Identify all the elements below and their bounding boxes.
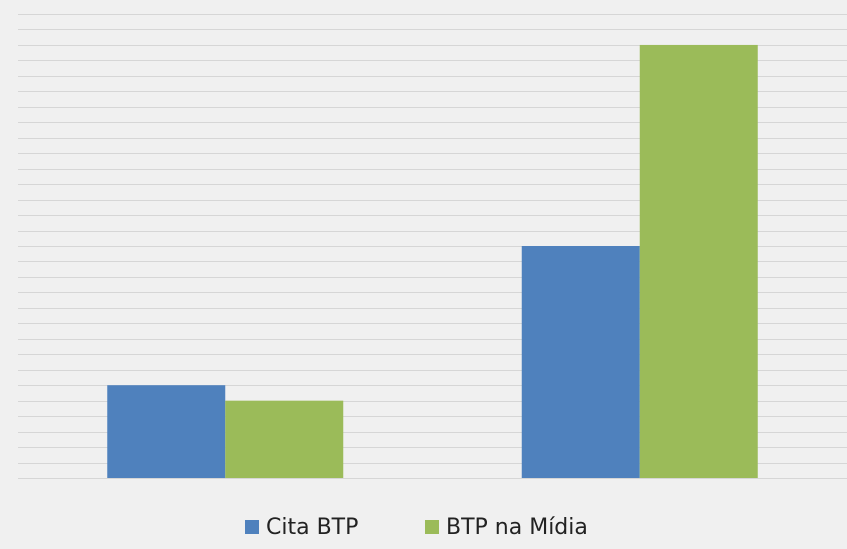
bar	[107, 385, 226, 478]
legend-swatch	[425, 520, 439, 534]
bar	[639, 44, 758, 478]
legend-label: Cita BTP	[266, 515, 358, 540]
legend-label: BTP na Mídia	[446, 515, 588, 540]
legend-swatch	[245, 520, 259, 534]
bar	[225, 400, 344, 478]
bar	[521, 246, 640, 478]
